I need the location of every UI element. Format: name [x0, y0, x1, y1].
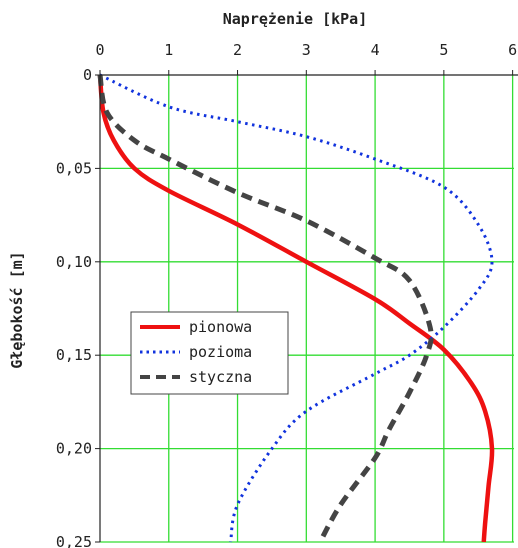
legend-label-pozioma: pozioma [189, 343, 252, 361]
series-line-pionowa [97, 74, 495, 543]
legend-label-pionowa: pionowa [189, 318, 252, 336]
y-tick-label: 0,05 [56, 159, 92, 177]
y-tick-label: 0,15 [56, 346, 92, 364]
x-tick-label: 4 [371, 41, 380, 59]
series-line-pozioma [99, 73, 494, 543]
axes [99, 74, 518, 542]
legend-label-styczna: styczna [189, 368, 252, 386]
x-tick-label: 3 [302, 41, 311, 59]
legend: pionowa pozioma styczna [130, 311, 289, 395]
series-line-styczna [97, 74, 434, 544]
y-axis-title: Głębokość [m] [8, 251, 26, 368]
y-tick-label: 0,10 [56, 253, 92, 271]
x-tick-label: 5 [439, 41, 448, 59]
y-tick-label: 0,25 [56, 533, 92, 548]
y-tick-label: 0,20 [56, 440, 92, 458]
grid [100, 75, 514, 543]
y-tick-label: 0 [83, 66, 92, 84]
x-tick-label: 1 [164, 41, 173, 59]
x-tick-label: 2 [233, 41, 242, 59]
tick-labels: 0 1 2 3 4 5 6 0 0,05 0,10 0,15 0,20 0,25 [56, 41, 517, 548]
series-lines [97, 73, 495, 544]
x-axis-title: Naprężenie [kPa] [223, 10, 368, 28]
x-tick-label: 0 [95, 41, 104, 59]
x-tick-label: 6 [508, 41, 517, 59]
